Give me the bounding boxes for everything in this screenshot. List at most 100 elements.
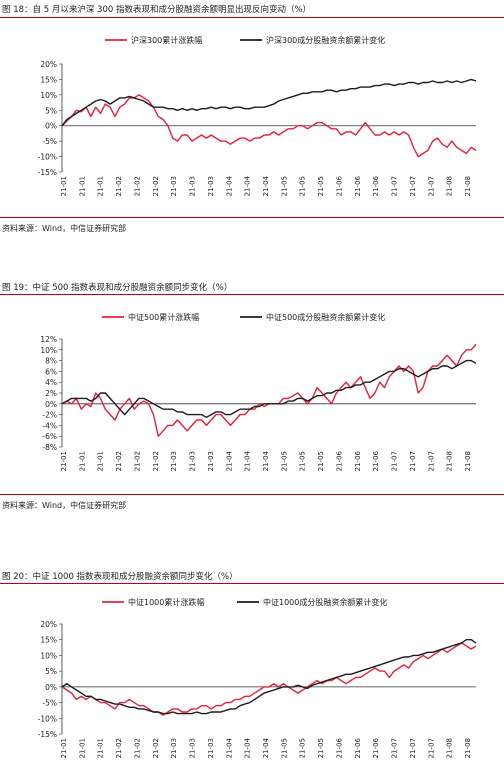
y-tick-label: -5% — [42, 699, 57, 708]
x-tick-label: 21-01 — [78, 451, 86, 471]
x-tick-label: 21-06 — [354, 175, 362, 196]
source-rule — [0, 494, 504, 495]
x-tick-label: 21-07 — [409, 738, 417, 758]
y-tick-label: 10% — [40, 346, 57, 355]
x-tick-label: 21-03 — [170, 451, 178, 471]
x-tick-label: 21-06 — [354, 450, 362, 471]
x-tick-label: 21-07 — [391, 738, 399, 758]
x-tick-label: 21-05 — [317, 451, 325, 471]
x-tick-label: 21-05 — [280, 176, 288, 196]
x-tick-label: 21-05 — [317, 738, 325, 758]
y-tick-label: 10% — [40, 91, 57, 100]
series-line-1 — [61, 94, 477, 158]
x-tick-label: 21-04 — [244, 175, 252, 196]
x-tick-label: 21-02 — [115, 738, 123, 758]
figure-18: 图 18：自 5 月以来沪深 300 指数表现和成分股融资余额明显出现反向变动（… — [0, 0, 504, 245]
series-line-2 — [61, 78, 477, 127]
x-tick-label: 21-03 — [207, 451, 215, 471]
x-tick-label: 21-08 — [446, 176, 454, 196]
legend-label: 沪深300累计涨跌幅 — [131, 35, 202, 45]
x-tick-label: 21-07 — [409, 451, 417, 471]
y-tick-label: 5% — [45, 667, 57, 676]
y-tick-label: 15% — [40, 636, 57, 645]
y-tick-label: -6% — [42, 432, 57, 441]
x-tick-label: 21-01 — [60, 451, 68, 471]
y-tick-label: -10% — [38, 153, 57, 162]
legend-label: 中证500累计涨跌幅 — [128, 312, 199, 322]
y-tick-label: 5% — [45, 106, 57, 115]
title-rule — [0, 294, 504, 295]
x-tick-label: 21-06 — [335, 737, 343, 758]
x-tick-label: 21-03 — [189, 738, 197, 758]
x-tick-label: 21-06 — [372, 450, 380, 471]
x-tick-label: 21-02 — [133, 176, 141, 196]
y-tick-label: -2% — [42, 411, 57, 420]
y-tick-label: 15% — [40, 75, 57, 84]
x-tick-label: 21-01 — [78, 176, 86, 196]
figure-title: 图 20：中证 1000 指数表现和成分股融资余额同步变化（%） — [2, 572, 238, 582]
x-tick-label: 21-03 — [207, 738, 215, 758]
x-tick-label: 21-08 — [464, 738, 472, 758]
source-rule — [0, 217, 504, 218]
x-tick-label: 21-08 — [464, 176, 472, 196]
legend-label: 中证500成分股融资余额累计变化 — [266, 312, 385, 322]
x-tick-label: 21-07 — [391, 451, 399, 471]
x-tick-label: 21-07 — [409, 176, 417, 196]
line-chart: 沪深300累计涨跌幅 沪深300成分股融资余额累计变化 -15% -10% -5% 0% 5… — [38, 35, 477, 196]
x-tick-label: 21-05 — [299, 738, 307, 758]
x-tick-label: 21-04 — [225, 175, 233, 196]
y-tick-label: 20% — [40, 60, 57, 69]
x-tick-label: 21-08 — [446, 738, 454, 758]
x-tick-label: 21-06 — [372, 737, 380, 758]
line-chart: 中证500累计涨跌幅 中证500成分股融资余额累计变化 -8% -6% -4%-2% 0%… — [40, 312, 477, 471]
figure-title: 图 19：中证 500 指数表现和成分股融资余额同步变化（%） — [2, 283, 233, 293]
x-tick-label: 21-04 — [225, 450, 233, 471]
x-tick-label: 21-04 — [262, 450, 270, 471]
x-tick-label: 21-03 — [170, 176, 178, 196]
title-rule — [0, 17, 504, 18]
x-tick-label: 21-05 — [280, 738, 288, 758]
x-tick-label: 21-02 — [115, 451, 123, 471]
y-tick-label: 6% — [45, 367, 57, 376]
x-tick-label: 21-04 — [244, 737, 252, 758]
x-tick-label: 21-07 — [427, 176, 435, 196]
series-line-1 — [61, 343, 477, 437]
x-tick-label: 21-02 — [133, 738, 141, 758]
y-tick-label: 20% — [40, 620, 57, 629]
x-tick-label: 21-08 — [446, 451, 454, 471]
y-tick-label: 8% — [45, 357, 57, 366]
figure-19: 图 19：中证 500 指数表现和成分股融资余额同步变化（%） 中证500累计涨… — [0, 277, 504, 522]
x-tick-label: 21-05 — [299, 176, 307, 196]
y-tick-label: -15% — [38, 168, 57, 177]
y-tick-label: 10% — [40, 651, 57, 660]
y-tick-label: -4% — [42, 421, 57, 430]
x-tick-label: 21-04 — [225, 737, 233, 758]
x-tick-label: 21-05 — [299, 451, 307, 471]
x-tick-label: 21-07 — [391, 176, 399, 196]
x-tick-label: 21-03 — [170, 738, 178, 758]
x-tick-label: 21-03 — [189, 176, 197, 196]
x-tick-label: 21-04 — [262, 737, 270, 758]
series-line-2 — [61, 359, 477, 419]
x-tick-label: 21-04 — [244, 450, 252, 471]
figure-20: 图 20：中证 1000 指数表现和成分股融资余额同步变化（%） 中证1000累… — [0, 566, 504, 783]
x-tick-label: 21-06 — [372, 175, 380, 196]
x-tick-label: 21-07 — [427, 451, 435, 471]
x-tick-label: 21-06 — [335, 175, 343, 196]
source-note: 资料来源：Wind，中信证券研究部 — [2, 224, 127, 233]
line-chart: 中证1000累计涨跌幅 中证1000成分股融资余额累计变化 -15% -10% -5% 0… — [38, 597, 477, 758]
legend-label: 中证1000累计涨跌幅 — [128, 597, 204, 607]
figure-title: 图 18：自 5 月以来沪深 300 指数表现和成分股融资余额明显出现反向变动（… — [2, 5, 312, 15]
y-tick-label: 12% — [40, 335, 57, 344]
x-tick-label: 21-06 — [354, 737, 362, 758]
x-tick-label: 21-08 — [464, 451, 472, 471]
y-tick-label: 4% — [45, 378, 57, 387]
x-tick-label: 21-01 — [60, 738, 68, 758]
title-rule — [0, 583, 504, 584]
series-line-2 — [61, 639, 477, 715]
x-tick-label: 21-01 — [97, 738, 105, 758]
x-tick-label: 21-01 — [78, 738, 86, 758]
legend-label: 沪深300成分股融资余额累计变化 — [266, 35, 385, 45]
y-tick-label: 0% — [45, 122, 57, 131]
x-tick-label: 21-03 — [189, 451, 197, 471]
